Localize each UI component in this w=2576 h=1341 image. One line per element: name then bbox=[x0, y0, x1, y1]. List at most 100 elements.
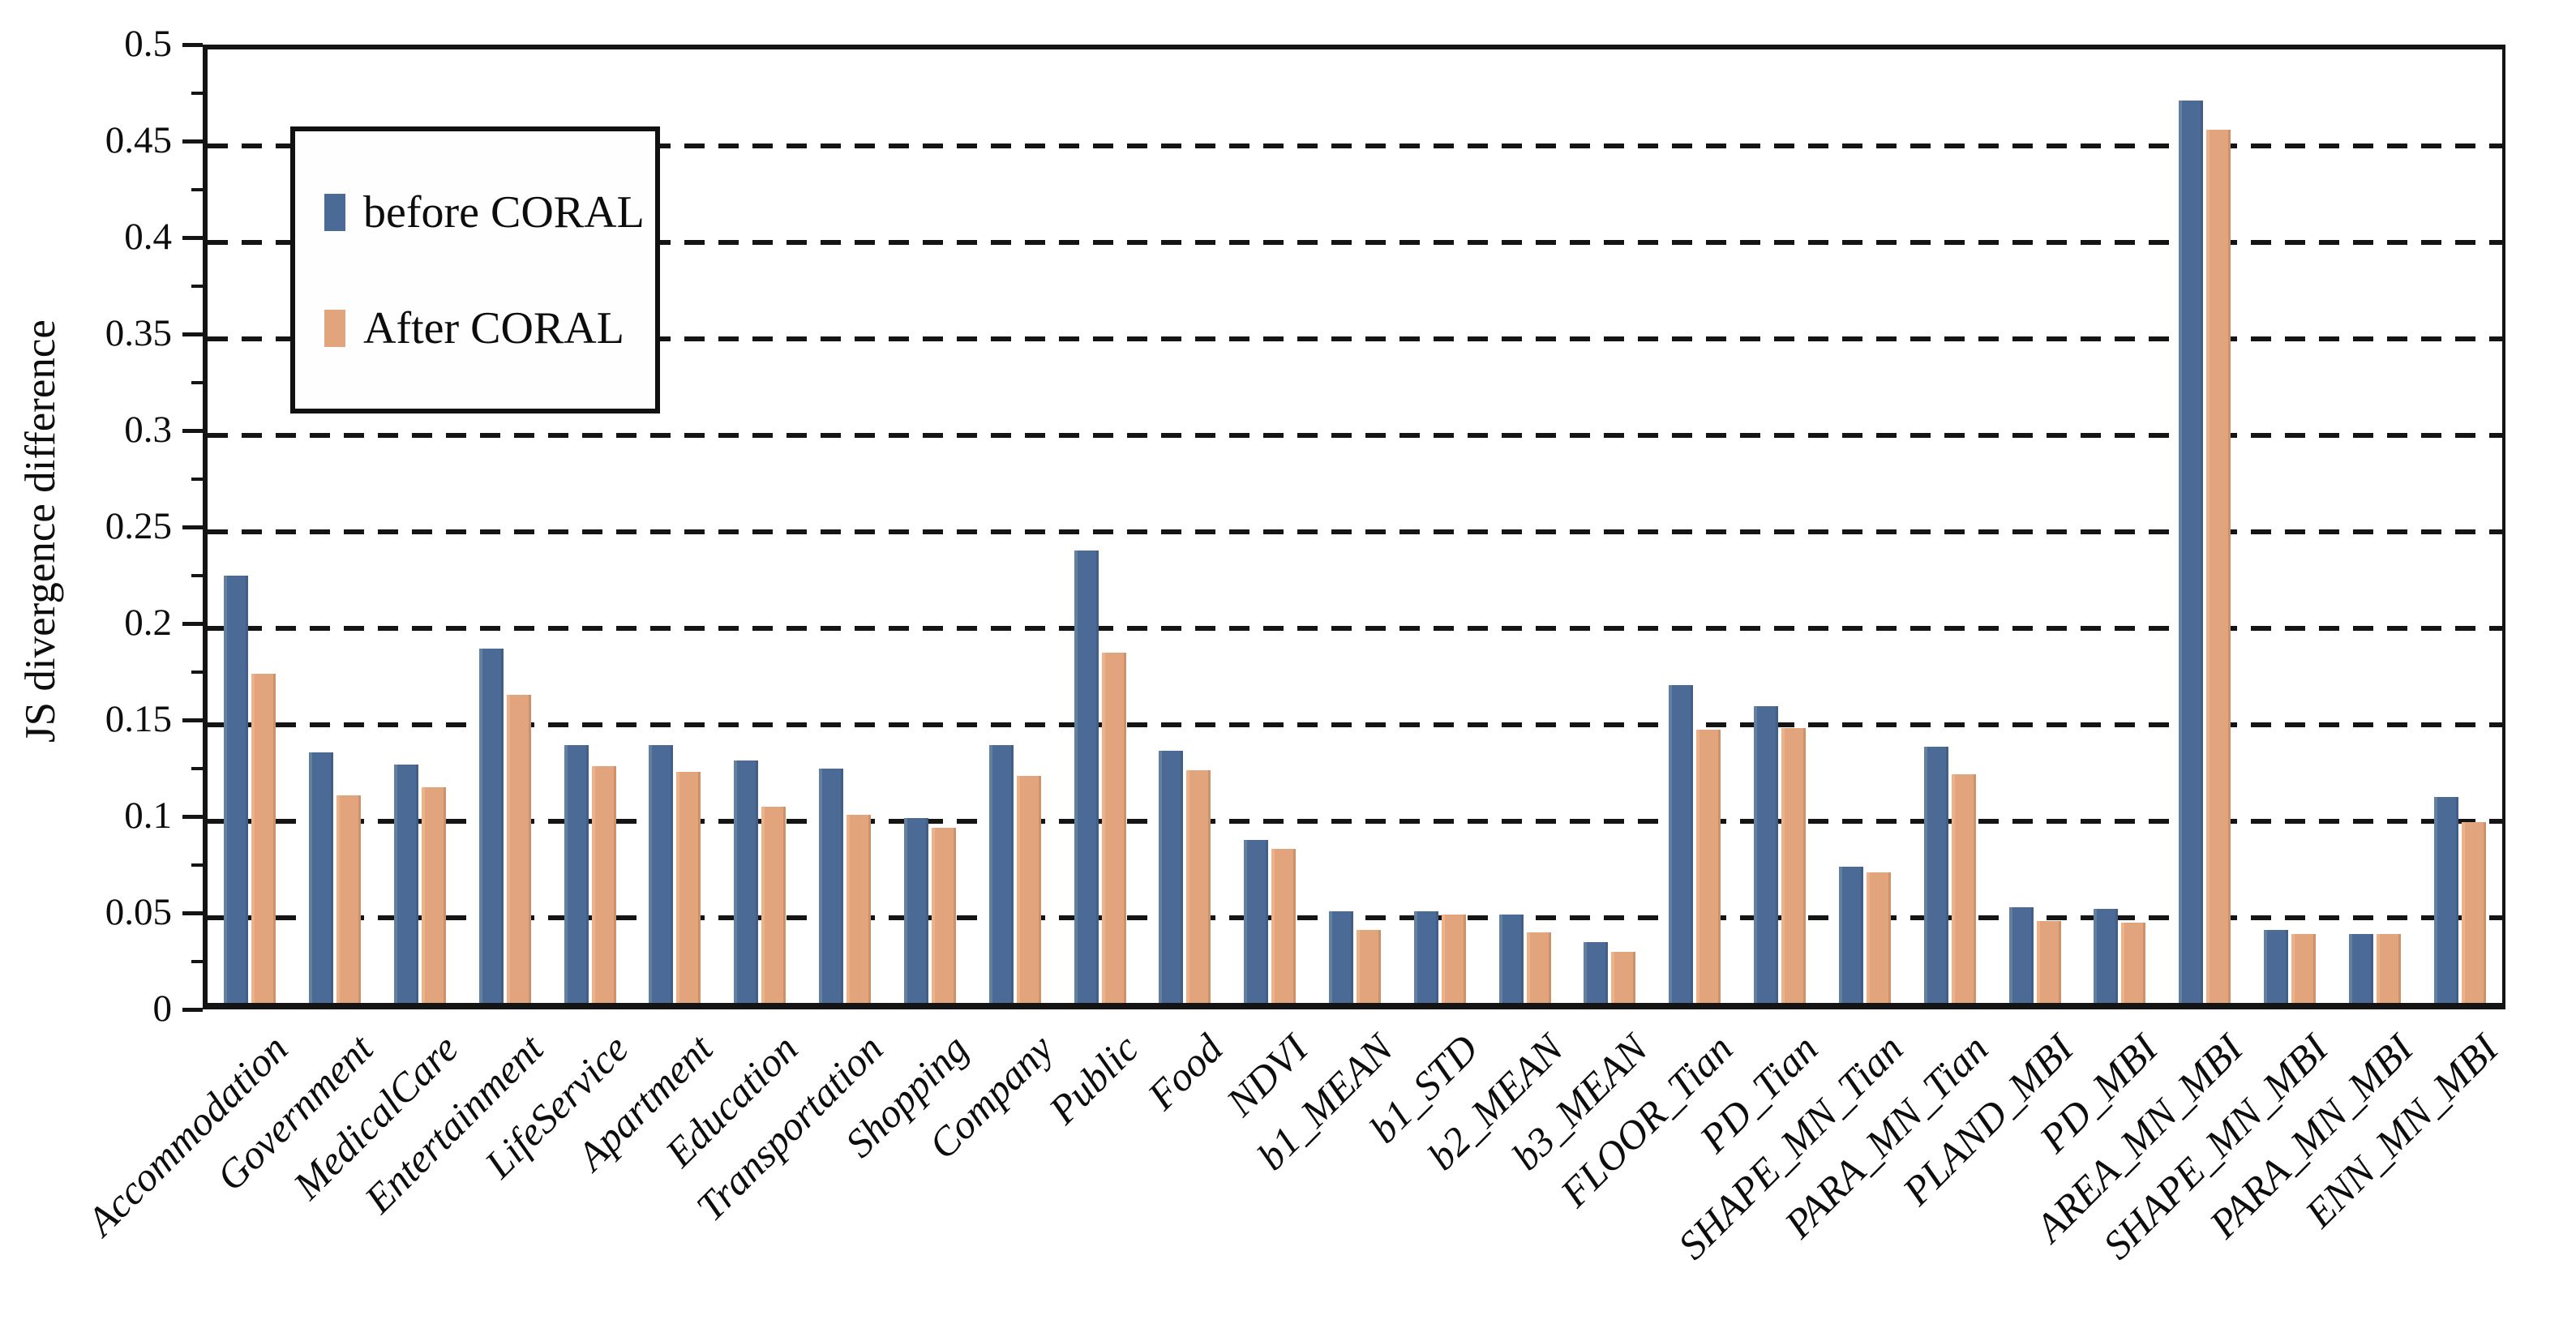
bar-after-coral-SHAPE_MN_MBI bbox=[2291, 934, 2316, 1003]
y-tick-major bbox=[182, 718, 203, 722]
bar-after-coral-Food bbox=[1186, 769, 1211, 1003]
bar-before-coral-MedicalCare bbox=[394, 764, 419, 1003]
bar-after-coral-PARA_MN_MBI bbox=[2376, 934, 2401, 1003]
bar-after-coral-Education bbox=[761, 807, 787, 1003]
y-tick-major bbox=[182, 332, 203, 336]
bar-after-coral-b1_STD bbox=[1441, 915, 1466, 1003]
y-tick-major bbox=[182, 911, 203, 915]
bar-after-coral-Entertainment bbox=[506, 695, 531, 1003]
bar-before-coral-ENN_MN_MBI bbox=[2433, 797, 2458, 1003]
bar-before-coral-SHAPE_MN_MBI bbox=[2263, 930, 2288, 1003]
y-tick-minor bbox=[191, 187, 203, 191]
y-tick-label: 0.35 bbox=[105, 312, 172, 354]
y-tick-label: 0.25 bbox=[105, 505, 172, 547]
bar-after-coral-Government bbox=[336, 795, 362, 1003]
y-tick-minor bbox=[191, 573, 203, 577]
bar-after-coral-Apartment bbox=[676, 772, 701, 1003]
gridline-0.40 bbox=[208, 240, 2502, 245]
bar-before-coral-FLOOR_Tian bbox=[1669, 685, 1694, 1003]
legend-entry-after-coral: After CORAL bbox=[324, 306, 655, 351]
plot-area bbox=[203, 45, 2505, 1009]
bar-before-coral-PD_Tian bbox=[1754, 706, 1779, 1003]
y-tick-major bbox=[182, 236, 203, 240]
y-tick-minor bbox=[191, 959, 203, 963]
y-tick-major bbox=[182, 139, 203, 144]
bar-after-coral-MedicalCare bbox=[422, 787, 447, 1003]
y-tick-minor bbox=[191, 670, 203, 674]
bar-before-coral-PARA_MN_MBI bbox=[2348, 934, 2373, 1003]
y-tick-major bbox=[182, 622, 203, 626]
legend-entry-before-coral: before CORAL bbox=[324, 190, 655, 235]
bar-after-coral-PD_Tian bbox=[1781, 727, 1807, 1003]
bar-before-coral-b2_MEAN bbox=[1498, 915, 1524, 1003]
bar-before-coral-b1_MEAN bbox=[1329, 910, 1353, 1003]
bar-after-coral-FLOOR_Tian bbox=[1696, 729, 1721, 1003]
bar-before-coral-Entertainment bbox=[478, 648, 504, 1003]
y-tick-minor bbox=[191, 863, 203, 867]
bar-after-coral-PLAND_MBI bbox=[2036, 920, 2061, 1003]
bar-before-coral-LifeService bbox=[564, 744, 589, 1003]
bar-after-coral-AREA_MN_MBI bbox=[2206, 129, 2231, 1003]
bar-after-coral-PARA_MN_Tian bbox=[1951, 773, 1976, 1003]
bar-before-coral-Accommodation bbox=[224, 575, 249, 1003]
bar-after-coral-b1_MEAN bbox=[1357, 930, 1381, 1003]
y-tick-label: 0.3 bbox=[124, 409, 172, 451]
bar-after-coral-NDVI bbox=[1271, 849, 1297, 1003]
y-tick-label: 0.4 bbox=[124, 216, 172, 258]
y-tick-major bbox=[182, 1008, 203, 1012]
legend-label-before-coral: before CORAL bbox=[363, 186, 645, 238]
bar-after-coral-Shopping bbox=[931, 828, 956, 1003]
y-tick-major bbox=[182, 43, 203, 47]
before-coral-swatch-icon bbox=[324, 193, 345, 231]
bar-before-coral-PD_MBI bbox=[2094, 909, 2119, 1003]
bar-before-coral-PARA_MN_Tian bbox=[1923, 747, 1948, 1003]
gridline-0.20 bbox=[208, 626, 2502, 631]
bar-after-coral-ENN_MN_MBI bbox=[2461, 822, 2486, 1003]
y-tick-major bbox=[182, 429, 203, 433]
y-tick-minor bbox=[191, 284, 203, 288]
y-tick-minor bbox=[191, 477, 203, 481]
bar-after-coral-Company bbox=[1016, 776, 1041, 1003]
y-tick-label: 0.15 bbox=[105, 698, 172, 740]
bar-after-coral-Accommodation bbox=[251, 673, 276, 1003]
bar-after-coral-Public bbox=[1101, 652, 1126, 1003]
gridline-0.35 bbox=[208, 336, 2502, 341]
after-coral-swatch-icon bbox=[324, 309, 345, 347]
y-tick-minor bbox=[191, 766, 203, 770]
bar-before-coral-AREA_MN_MBI bbox=[2179, 101, 2204, 1003]
legend: before CORAL After CORAL bbox=[290, 126, 660, 413]
bar-before-coral-Government bbox=[309, 752, 334, 1003]
y-tick-major bbox=[182, 525, 203, 529]
gridline-0.30 bbox=[208, 433, 2502, 438]
bar-before-coral-SHAPE_MN_Tian bbox=[1838, 866, 1863, 1003]
gridline-0.05 bbox=[208, 915, 2502, 920]
bar-after-coral-b2_MEAN bbox=[1526, 932, 1551, 1003]
bar-before-coral-Food bbox=[1159, 751, 1184, 1003]
gridline-0.45 bbox=[208, 144, 2502, 148]
bar-before-coral-Shopping bbox=[903, 818, 928, 1003]
y-tick-label: 0.45 bbox=[105, 119, 172, 161]
y-tick-label: 0.05 bbox=[105, 891, 172, 933]
bar-before-coral-b3_MEAN bbox=[1584, 941, 1609, 1003]
bar-before-coral-Public bbox=[1074, 550, 1099, 1003]
y-tick-minor bbox=[191, 380, 203, 384]
y-tick-label: 0.1 bbox=[124, 795, 172, 837]
bar-before-coral-NDVI bbox=[1244, 839, 1269, 1003]
y-tick-label: 0 bbox=[152, 988, 173, 1030]
bar-after-coral-SHAPE_MN_Tian bbox=[1866, 872, 1891, 1003]
gridline-0.15 bbox=[208, 722, 2502, 727]
y-tick-major bbox=[182, 815, 203, 819]
bar-before-coral-Company bbox=[988, 744, 1014, 1003]
gridline-0.25 bbox=[208, 529, 2502, 534]
bar-after-coral-PD_MBI bbox=[2121, 922, 2146, 1003]
bar-before-coral-Transportation bbox=[819, 768, 844, 1003]
bar-before-coral-b1_STD bbox=[1413, 910, 1438, 1003]
gridline-0.10 bbox=[208, 819, 2502, 824]
y-tick-label: 0.5 bbox=[124, 23, 172, 65]
bar-before-coral-Education bbox=[734, 760, 759, 1003]
y-tick-label: 0.2 bbox=[124, 602, 172, 644]
bar-before-coral-PLAND_MBI bbox=[2008, 906, 2034, 1003]
bar-before-coral-Apartment bbox=[649, 744, 674, 1003]
legend-label-after-coral: After CORAL bbox=[363, 302, 624, 353]
